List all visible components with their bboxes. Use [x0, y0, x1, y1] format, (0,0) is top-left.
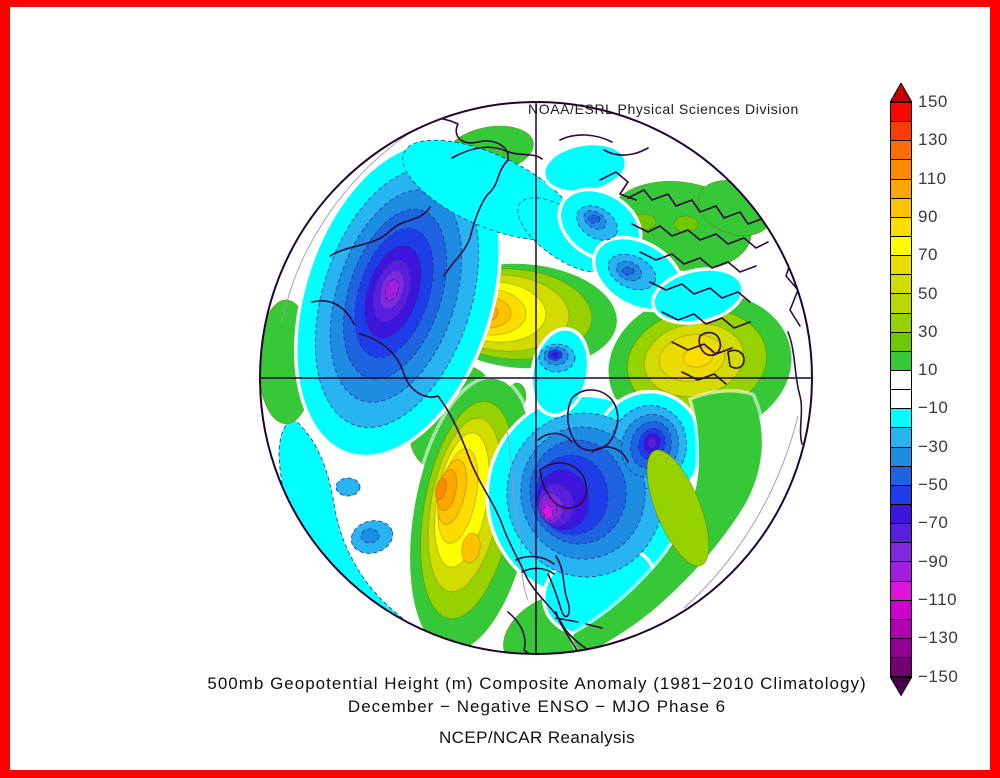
colorbar-tick-label: −130 [918, 628, 959, 648]
colorbar-tick-label: 90 [918, 206, 938, 226]
southwest-negative-band [278, 417, 459, 654]
plot-title: NOAA/ESRL Physical Sciences Division [528, 101, 799, 117]
colorbar-arrow-down-icon [890, 677, 912, 696]
coastlines [311, 117, 803, 654]
colorbar-tick-label: −90 [918, 551, 949, 571]
colorbar-cell [891, 409, 911, 429]
colorbar-tick-label: 10 [918, 360, 938, 380]
colorbar-cell [891, 294, 911, 314]
colorbar-tick-label: 50 [918, 283, 938, 303]
center-bottom-negative-anomaly [485, 389, 704, 638]
colorbar-cell [891, 275, 911, 295]
colorbar-cell [891, 332, 911, 352]
colorbar-cell [891, 103, 911, 123]
colorbar-cell [891, 351, 911, 371]
colorbar-cell [891, 160, 911, 180]
colorbar-cells [890, 102, 912, 678]
colorbar-tick-label: −150 [918, 666, 959, 686]
caption-line1: 500mb Geopotential Height (m) Composite … [207, 674, 867, 693]
colorbar-tick-label: 70 [918, 245, 938, 265]
colorbar-cell [891, 428, 911, 448]
colorbar-cell [891, 581, 911, 601]
colorbar-cell [891, 619, 911, 639]
colorbar-cell [891, 543, 911, 563]
colorbar-cell [891, 562, 911, 582]
colorbar-tick-label: −70 [918, 513, 949, 533]
caption-line2: December − Negative ENSO − MJO Phase 6 [347, 697, 727, 716]
colorbar-cell [891, 179, 911, 199]
colorbar-cell [891, 141, 911, 161]
colorbar-cell [891, 217, 911, 237]
colorbar-arrow-up-icon [890, 83, 912, 102]
colorbar-tick-label: 110 [918, 168, 947, 188]
polar-negative-spots [541, 141, 745, 325]
colorbar-cell [891, 600, 911, 620]
colorbar-tick-label: −10 [918, 398, 949, 418]
colorbar-cell [891, 256, 911, 276]
colorbar-cell [891, 447, 911, 467]
colorbar-cell [891, 524, 911, 544]
colorbar-tick-label: 130 [918, 130, 948, 150]
colorbar-cell [891, 658, 911, 677]
map-boundary-circle [259, 101, 813, 655]
colorbar-tick-label: −50 [918, 475, 949, 494]
colorbar-cell [891, 236, 911, 257]
colorbar-tick-label: −30 [918, 436, 949, 456]
colorbar-cell [891, 638, 911, 659]
colorbar-cell [891, 466, 911, 486]
colorbar-cell [891, 504, 911, 525]
colorbar-cell [891, 313, 911, 333]
colorbar-tick-label: 150 [918, 92, 948, 111]
colorbar-labels: 150 130 110 90 70 50 30 10 −10 −30 −50 −70 −90 −110 −1… [918, 92, 988, 686]
colorbar-cell [891, 122, 911, 142]
caption-line3: NCEP/NCAR Reanalysis [439, 728, 635, 747]
colorbar-tick-label: −110 [918, 589, 958, 609]
colorbar-cell [891, 198, 911, 218]
colorbar-cell [891, 370, 911, 391]
colorbar-cell [891, 390, 911, 410]
crosshair-lines [260, 102, 812, 654]
colorbar-cell [891, 485, 911, 505]
colorbar-tick-label: 30 [918, 321, 938, 341]
